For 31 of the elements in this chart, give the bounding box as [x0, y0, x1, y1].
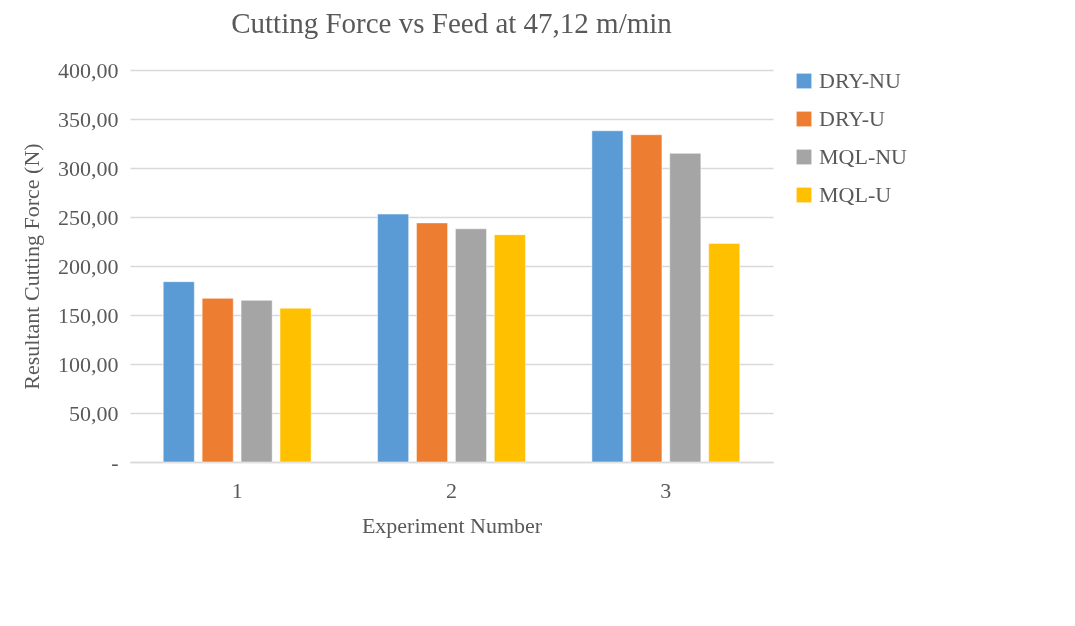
legend-label: MQL-NU: [819, 144, 908, 169]
x-tick-label: 2: [446, 477, 457, 503]
y-tick-label: -: [111, 449, 119, 475]
legend-label: MQL-U: [819, 182, 892, 207]
y-tick-label: 350,00: [58, 106, 119, 132]
bar: [494, 234, 526, 463]
bar: [416, 222, 448, 463]
bar: [455, 228, 487, 463]
y-tick-label: 100,00: [58, 351, 119, 377]
bar: [240, 300, 273, 463]
x-axis-title: Experiment Number: [361, 512, 543, 538]
y-tick-label: 150,00: [58, 302, 119, 328]
y-tick-label: 300,00: [58, 155, 119, 181]
y-tick-label: 400,00: [58, 57, 119, 83]
chart-title: Cutting Force vs Feed at 47,12 m/min: [231, 7, 673, 39]
y-tick-label: 200,00: [58, 253, 119, 279]
bar: [591, 130, 624, 463]
bar: [162, 281, 195, 463]
y-tick-label: 250,00: [58, 204, 119, 230]
bar: [279, 307, 312, 463]
bar: [201, 298, 234, 463]
legend-label: DRY-U: [819, 106, 886, 131]
bar: [708, 243, 741, 463]
bar: [630, 134, 663, 463]
y-tick-label: 50,00: [69, 400, 119, 426]
legend-label: DRY-NU: [819, 68, 902, 93]
bar: [377, 213, 409, 463]
bar: [669, 153, 702, 463]
y-axis-title: Resultant Cutting Force (N): [19, 143, 44, 390]
x-tick-label: 1: [231, 477, 243, 503]
x-tick-label: 3: [660, 477, 672, 503]
